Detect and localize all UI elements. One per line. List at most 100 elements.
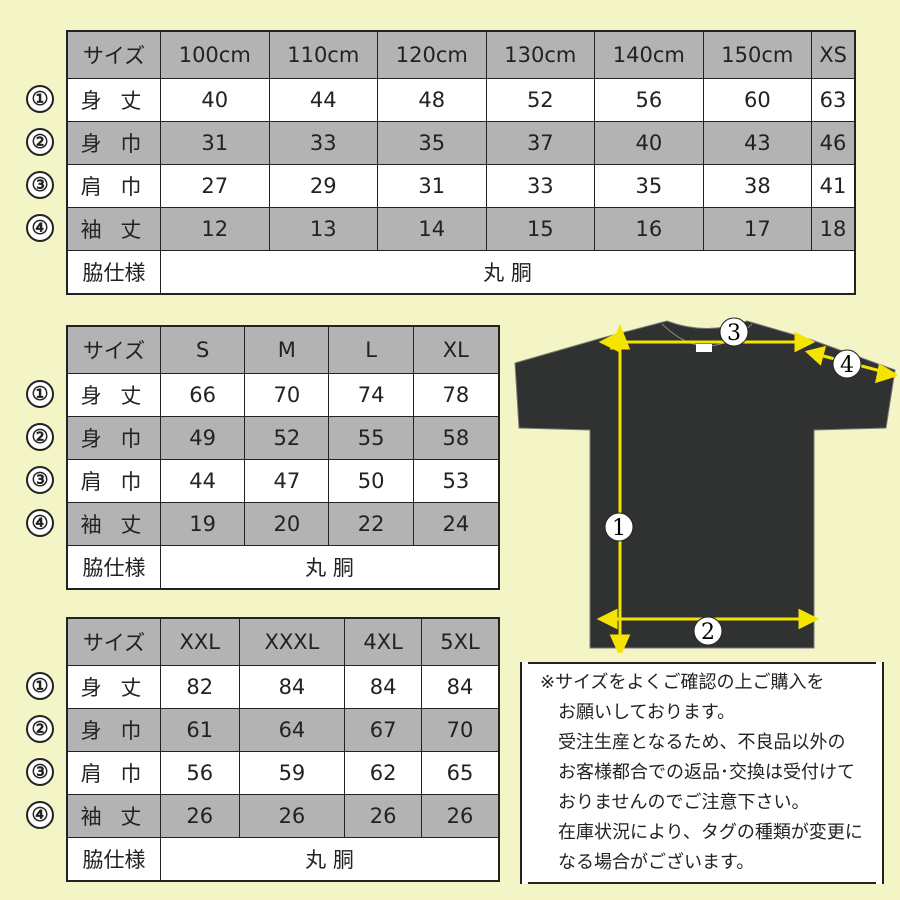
measurement-value: 27 bbox=[160, 164, 270, 208]
measurement-value: 65 bbox=[420, 751, 500, 795]
size-header-cell: 110cm bbox=[268, 30, 379, 79]
measurement-value: 50 bbox=[328, 459, 414, 503]
measurement-value: 18 bbox=[811, 207, 856, 251]
circled-number: ③ bbox=[26, 466, 54, 494]
measurement-value: 24 bbox=[412, 502, 500, 546]
tshirt-shape bbox=[514, 320, 896, 649]
measurement-value: 37 bbox=[485, 121, 596, 165]
size-table-xxl-5xl: サイズ XXL XXXL 4XL 5XL 身 丈 82 84 84 84 身 巾 61 64 67 70 肩 … bbox=[66, 617, 500, 882]
measurement-label: 身 丈 bbox=[66, 373, 161, 417]
side-spec-value: 丸 胴 bbox=[160, 837, 500, 882]
measurement-value: 22 bbox=[328, 502, 414, 546]
measurement-value: 67 bbox=[344, 708, 422, 752]
table-header-row: サイズ 100cm 110cm 120cm 130cm 140cm 150cm XS bbox=[66, 30, 856, 79]
circled-number: ③ bbox=[26, 171, 54, 199]
measurement-value: 78 bbox=[412, 373, 500, 417]
circled-number: ④ bbox=[26, 214, 54, 242]
measurement-row: 袖 丈 19 20 22 24 bbox=[66, 502, 500, 546]
measurement-row: 身 丈 66 70 74 78 bbox=[66, 373, 500, 417]
measurement-value: 15 bbox=[485, 207, 596, 251]
size-header-cell: XL bbox=[412, 325, 500, 374]
purchase-notice: ※サイズをよくご確認の上ご購入を お願いしております。 受注生産となるため、不良品以… bbox=[520, 662, 884, 884]
measurement-value: 84 bbox=[238, 665, 346, 709]
circled-number: ① bbox=[26, 380, 54, 408]
diagram-label-2: 2 bbox=[701, 620, 715, 645]
measurement-value: 26 bbox=[238, 794, 346, 838]
measurement-value: 48 bbox=[377, 78, 487, 122]
measurement-label: 身 巾 bbox=[66, 121, 161, 165]
notice-line: 受注生産となるため、不良品以外の bbox=[558, 732, 846, 753]
size-header-cell: 5XL bbox=[420, 617, 500, 666]
measurement-value: 56 bbox=[594, 78, 704, 122]
measurement-label: 袖 丈 bbox=[66, 502, 161, 546]
measurement-value: 58 bbox=[412, 416, 500, 460]
measurement-value: 84 bbox=[344, 665, 422, 709]
size-header-cell: M bbox=[244, 325, 330, 374]
measurement-label: 袖 丈 bbox=[66, 207, 161, 251]
measurement-value: 26 bbox=[344, 794, 422, 838]
side-spec-label: 脇仕様 bbox=[66, 837, 161, 882]
measurement-value: 31 bbox=[377, 164, 487, 208]
measurement-value: 61 bbox=[160, 708, 240, 752]
measurement-row: 身 巾 31 33 35 37 40 43 46 bbox=[66, 121, 856, 165]
measurement-value: 17 bbox=[702, 207, 813, 251]
size-header-cell: S bbox=[159, 325, 246, 374]
notice-line: ※サイズをよくご確認の上ご購入を bbox=[540, 672, 825, 693]
measurement-label: 身 丈 bbox=[66, 665, 161, 709]
measurement-value: 84 bbox=[420, 665, 500, 709]
measurement-row: 身 巾 49 52 55 58 bbox=[66, 416, 500, 460]
size-header-cell: L bbox=[328, 325, 414, 374]
measurement-value: 19 bbox=[159, 502, 246, 546]
measurement-value: 40 bbox=[594, 121, 704, 165]
measurement-row: 肩 巾 44 47 50 53 bbox=[66, 459, 500, 503]
diagram-label-4: 4 bbox=[840, 353, 854, 378]
measurement-value: 35 bbox=[594, 164, 704, 208]
measurement-value: 20 bbox=[244, 502, 330, 546]
measurement-value: 74 bbox=[328, 373, 414, 417]
circled-number: ① bbox=[26, 672, 54, 700]
measurement-label: 袖 丈 bbox=[66, 794, 161, 838]
measurement-value: 29 bbox=[268, 164, 379, 208]
measurement-label: 肩 巾 bbox=[66, 751, 161, 795]
size-header-cell: XS bbox=[811, 30, 856, 79]
measurement-value: 70 bbox=[244, 373, 330, 417]
size-header-cell: 150cm bbox=[702, 30, 813, 79]
measurement-label: 身 巾 bbox=[66, 708, 161, 752]
measurement-value: 52 bbox=[485, 78, 596, 122]
table-header-row: サイズ XXL XXXL 4XL 5XL bbox=[66, 617, 500, 666]
measurement-value: 63 bbox=[811, 78, 856, 122]
circled-number: ② bbox=[26, 423, 54, 451]
measurement-value: 12 bbox=[160, 207, 270, 251]
measurement-value: 33 bbox=[485, 164, 596, 208]
side-spec-value: 丸 胴 bbox=[160, 545, 500, 590]
measurement-row: 身 丈 40 44 48 52 56 60 63 bbox=[66, 78, 856, 122]
notice-line: 在庫状況により、タグの種類が変更に bbox=[558, 822, 863, 843]
measurement-label: 身 丈 bbox=[66, 78, 161, 122]
measurement-value: 52 bbox=[244, 416, 330, 460]
measurement-label: 肩 巾 bbox=[66, 459, 161, 503]
measurement-value: 60 bbox=[702, 78, 813, 122]
circled-number: ④ bbox=[26, 509, 54, 537]
measurement-value: 64 bbox=[238, 708, 346, 752]
measurement-value: 13 bbox=[268, 207, 379, 251]
diagram-label-1: 1 bbox=[612, 516, 626, 541]
measurement-value: 70 bbox=[420, 708, 500, 752]
measurement-value: 44 bbox=[268, 78, 379, 122]
measurement-row: 袖 丈 26 26 26 26 bbox=[66, 794, 500, 838]
circled-number: ④ bbox=[26, 801, 54, 829]
measurement-value: 59 bbox=[238, 751, 346, 795]
circled-number: ① bbox=[26, 85, 54, 113]
size-header-cell: XXL bbox=[160, 617, 240, 666]
size-header-cell: 140cm bbox=[594, 30, 704, 79]
measurement-value: 62 bbox=[344, 751, 422, 795]
measurement-value: 35 bbox=[377, 121, 487, 165]
size-label-cell: サイズ bbox=[66, 325, 161, 374]
measurement-row: 身 巾 61 64 67 70 bbox=[66, 708, 500, 752]
measurement-value: 14 bbox=[377, 207, 487, 251]
measurement-value: 46 bbox=[811, 121, 856, 165]
table-header-row: サイズ S M L XL bbox=[66, 325, 500, 374]
measurement-row: 袖 丈 12 13 14 15 16 17 18 bbox=[66, 207, 856, 251]
measurement-value: 47 bbox=[244, 459, 330, 503]
notice-line: おりませんのでご注意下さい。 bbox=[558, 792, 810, 813]
side-spec-label: 脇仕様 bbox=[66, 250, 161, 295]
